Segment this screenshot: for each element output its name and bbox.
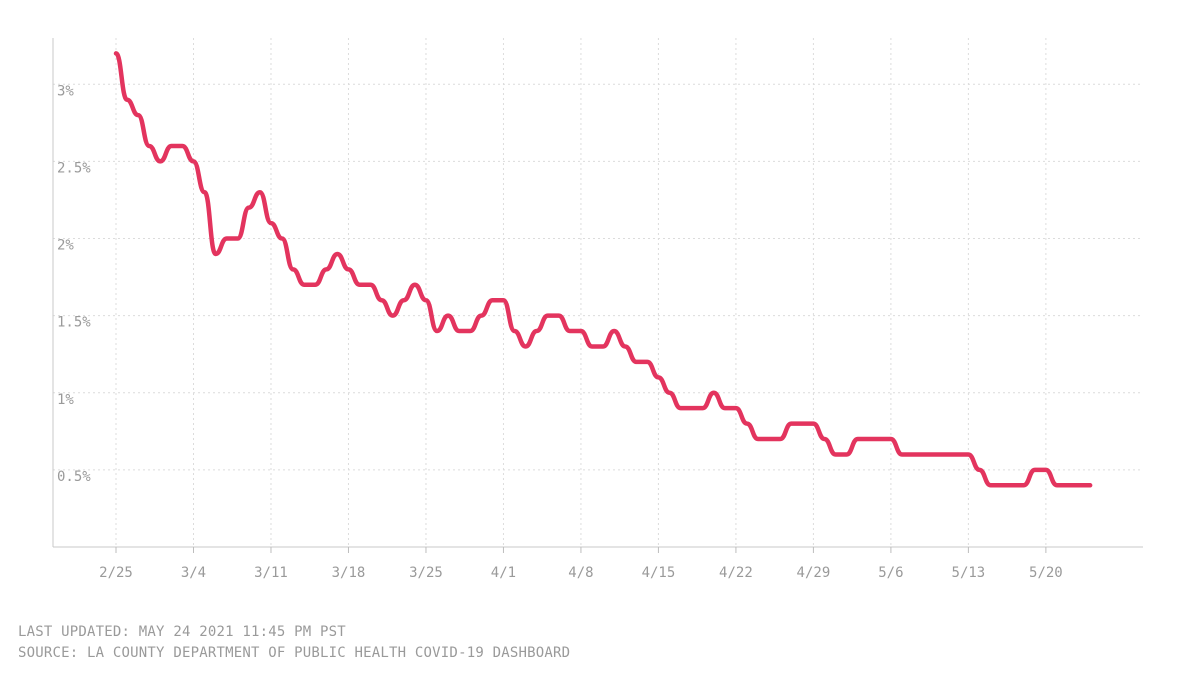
y-tick-label: 3% <box>57 83 74 99</box>
x-tick-label: 3/18 <box>332 565 366 581</box>
y-tick-label: 0.5% <box>57 469 91 485</box>
x-tick-label: 3/25 <box>409 565 443 581</box>
source-note: SOURCE: LA COUNTY DEPARTMENT OF PUBLIC H… <box>18 645 571 661</box>
x-tick-label: 2/25 <box>99 565 133 581</box>
x-tick-label: 4/29 <box>797 565 831 581</box>
x-tick-label: 3/4 <box>181 565 206 581</box>
x-tick-label: 5/20 <box>1029 565 1063 581</box>
series-line <box>113 51 1093 488</box>
y-tick-label: 2% <box>57 238 74 254</box>
x-tick-label: 4/8 <box>568 565 593 581</box>
x-tick-label: 5/6 <box>878 565 903 581</box>
x-tick-label: 5/13 <box>952 565 986 581</box>
y-tick-label: 1.5% <box>57 315 91 331</box>
y-axis-ticks: 0.5% 1% 1.5% 2% 2.5% 3% <box>57 83 91 485</box>
x-tick-label: 4/22 <box>719 565 753 581</box>
y-tick-label: 1% <box>57 392 74 408</box>
axes <box>52 38 1143 548</box>
x-axis-ticks: 2/25 3/4 3/11 3/18 3/25 4/1 4/8 4/15 4/22 4/29 5/6… <box>99 547 1063 581</box>
x-tick-label: 4/15 <box>642 565 676 581</box>
x-tick-label: 3/11 <box>254 565 288 581</box>
y-tick-label: 2.5% <box>57 160 91 176</box>
last-updated-note: LAST UPDATED: MAY 24 2021 11:45 PM PST <box>18 624 346 640</box>
x-tick-label: 4/1 <box>491 565 516 581</box>
